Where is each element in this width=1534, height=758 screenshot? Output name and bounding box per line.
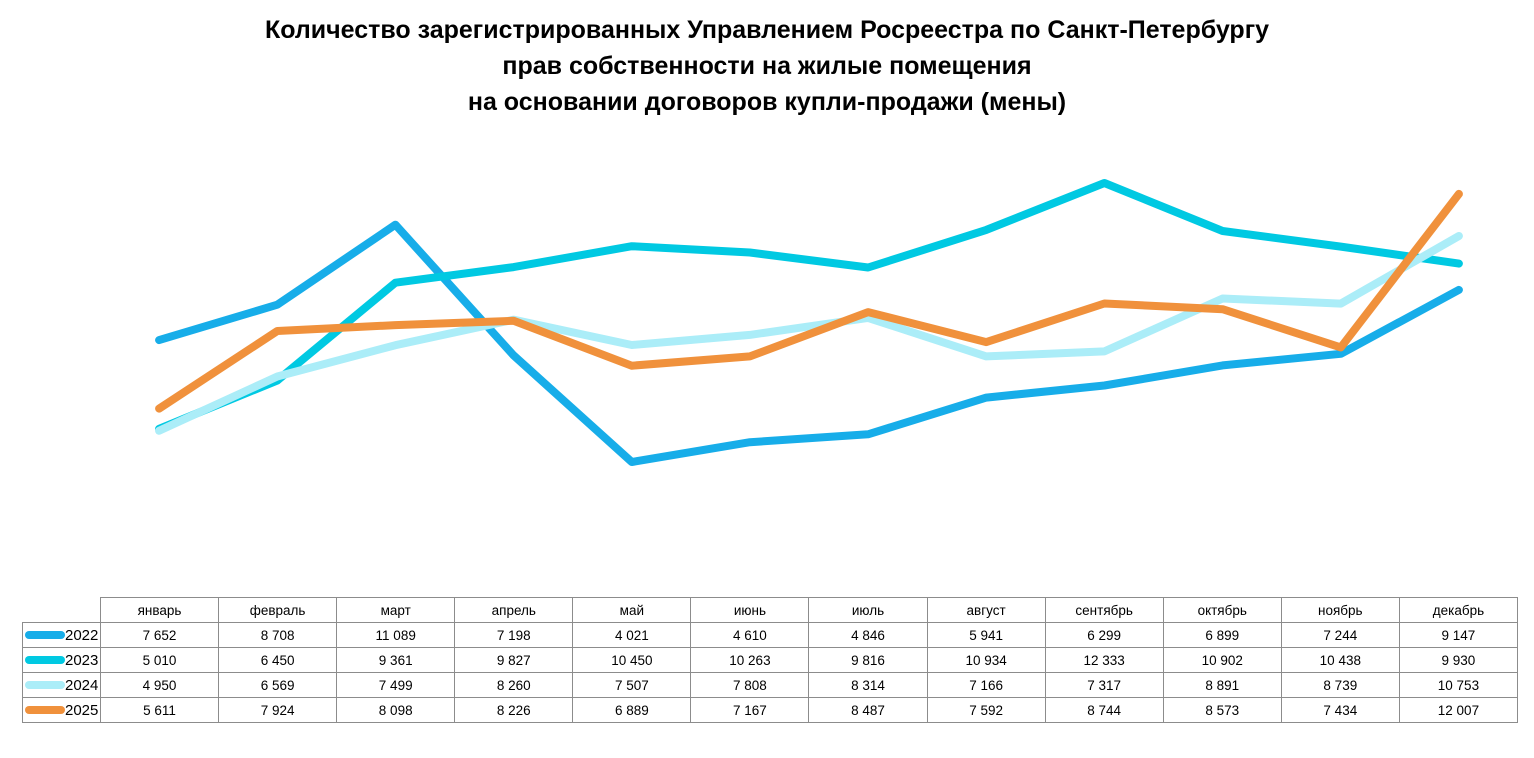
chart-title-line-1: Количество зарегистрированных Управление… (264, 16, 1270, 44)
value-cell-2025-февраль: 7 924 (218, 697, 338, 723)
legend-cell-2024: 2024 (22, 672, 101, 698)
value-cell-2025-октябрь: 8 573 (1162, 697, 1282, 723)
value-cell-2022-август: 5 941 (926, 622, 1046, 648)
value-cell-2023-май: 10 450 (572, 647, 692, 673)
legend-cell-2023: 2023 (22, 647, 101, 673)
value-cell-2024-апрель: 8 260 (454, 672, 574, 698)
value-cell-2023-апрель: 9 827 (454, 647, 574, 673)
month-header-7: июль (808, 597, 928, 623)
table-row-2022: 2022 7 652 8 708 11 089 7 198 4 021 4 610 4 846… (22, 622, 1519, 648)
value-cell-2024-март: 7 499 (336, 672, 456, 698)
table-header-row: январь февраль март апрель май июнь июль август… (23, 597, 1519, 623)
legend-year-label: 2025 (65, 701, 99, 719)
chart-title: Количество зарегистрированных Управление… (0, 12, 1534, 120)
table-body: 2022 7 652 8 708 11 089 7 198 4 021 4 610 4 846… (22, 622, 1519, 723)
legend-cell-2022: 2022 (22, 622, 101, 648)
month-header-3: март (336, 597, 456, 623)
line-chart-plot (155, 179, 1463, 466)
value-cell-2025-ноябрь: 7 434 (1280, 697, 1400, 723)
value-cell-2024-сентябрь: 7 317 (1044, 672, 1164, 698)
month-header-9: сентябрь (1044, 597, 1164, 623)
value-cell-2025-март: 8 098 (336, 697, 456, 723)
table-row-2024: 2024 4 950 6 569 7 499 8 260 7 507 7 808 8 314 7… (22, 672, 1519, 698)
legend-swatch-icon (25, 681, 65, 689)
value-cell-2022-октябрь: 6 899 (1162, 622, 1282, 648)
value-cell-2022-ноябрь: 7 244 (1280, 622, 1400, 648)
table-row-2025: 2025 5 611 7 924 8 098 8 226 6 889 7 167 8 487 7… (22, 697, 1519, 723)
series-line-2025 (155, 189, 1463, 413)
value-cell-2022-декабрь: 9 147 (1398, 622, 1519, 648)
value-cell-2023-октябрь: 10 902 (1162, 647, 1282, 673)
legend-key-2025: 2025 (24, 701, 100, 719)
month-header-6: июнь (690, 597, 810, 623)
legend-year-label: 2024 (65, 676, 99, 694)
month-header-1: январь (99, 597, 220, 623)
month-header-8: август (926, 597, 1046, 623)
legend-year-label: 2022 (65, 626, 99, 644)
value-cell-2023-январь: 5 010 (99, 647, 220, 673)
series-line-2023 (155, 179, 1463, 433)
month-header-5: май (572, 597, 692, 623)
value-cell-2025-сентябрь: 8 744 (1044, 697, 1164, 723)
legend-year-label: 2023 (65, 651, 99, 669)
value-cell-2025-апрель: 8 226 (454, 697, 574, 723)
legend-cell-2025: 2025 (22, 697, 101, 723)
series-line-2024 (155, 232, 1463, 435)
value-cell-2022-январь: 7 652 (99, 622, 220, 648)
value-cell-2024-октябрь: 8 891 (1162, 672, 1282, 698)
value-cell-2022-февраль: 8 708 (218, 622, 338, 648)
value-cell-2024-август: 7 166 (926, 672, 1046, 698)
chart-data-table: январь февраль март апрель май июнь июль август… (22, 597, 1519, 723)
value-cell-2023-март: 9 361 (336, 647, 456, 673)
value-cell-2025-август: 7 592 (926, 697, 1046, 723)
series-line-2022 (155, 220, 1463, 466)
value-cell-2024-июнь: 7 808 (690, 672, 810, 698)
value-cell-2024-декабрь: 10 753 (1398, 672, 1519, 698)
value-cell-2024-ноябрь: 8 739 (1280, 672, 1400, 698)
value-cell-2022-июнь: 4 610 (690, 622, 810, 648)
value-cell-2024-январь: 4 950 (99, 672, 220, 698)
table-head: январь февраль март апрель май июнь июль август… (23, 597, 1519, 623)
value-cell-2022-апрель: 7 198 (454, 622, 574, 648)
table-row-2023: 2023 5 010 6 450 9 361 9 827 10 450 10 263 9 81… (22, 647, 1519, 673)
value-cell-2023-февраль: 6 450 (218, 647, 338, 673)
value-cell-2024-май: 7 507 (572, 672, 692, 698)
value-cell-2022-июль: 4 846 (808, 622, 928, 648)
month-header-11: ноябрь (1280, 597, 1400, 623)
month-header-12: декабрь (1398, 597, 1519, 623)
month-header-4: апрель (454, 597, 574, 623)
value-cell-2023-июнь: 10 263 (690, 647, 810, 673)
legend-swatch-icon (25, 706, 65, 714)
chart-title-line-3: на основании договоров купли-продажи (ме… (467, 88, 1067, 116)
value-cell-2024-июль: 8 314 (808, 672, 928, 698)
value-cell-2025-декабрь: 12 007 (1398, 697, 1519, 723)
value-cell-2022-март: 11 089 (336, 622, 456, 648)
legend-key-2023: 2023 (24, 651, 100, 669)
value-cell-2025-июль: 8 487 (808, 697, 928, 723)
legend-swatch-icon (25, 631, 65, 639)
value-cell-2024-февраль: 6 569 (218, 672, 338, 698)
value-cell-2023-ноябрь: 10 438 (1280, 647, 1400, 673)
month-header-2: февраль (218, 597, 338, 623)
value-cell-2022-май: 4 021 (572, 622, 692, 648)
value-cell-2023-июль: 9 816 (808, 647, 928, 673)
value-cell-2025-январь: 5 611 (99, 697, 220, 723)
table-corner-cell (23, 598, 101, 623)
value-cell-2023-август: 10 934 (926, 647, 1046, 673)
legend-key-2022: 2022 (24, 626, 100, 644)
value-cell-2025-май: 6 889 (572, 697, 692, 723)
value-cell-2025-июнь: 7 167 (690, 697, 810, 723)
value-cell-2022-сентябрь: 6 299 (1044, 622, 1164, 648)
value-cell-2023-декабрь: 9 930 (1398, 647, 1519, 673)
value-cell-2023-сентябрь: 12 333 (1044, 647, 1164, 673)
legend-swatch-icon (25, 656, 65, 664)
month-header-10: октябрь (1162, 597, 1282, 623)
chart-title-line-2: прав собственности на жилые помещения (502, 52, 1032, 80)
legend-key-2024: 2024 (24, 676, 100, 694)
